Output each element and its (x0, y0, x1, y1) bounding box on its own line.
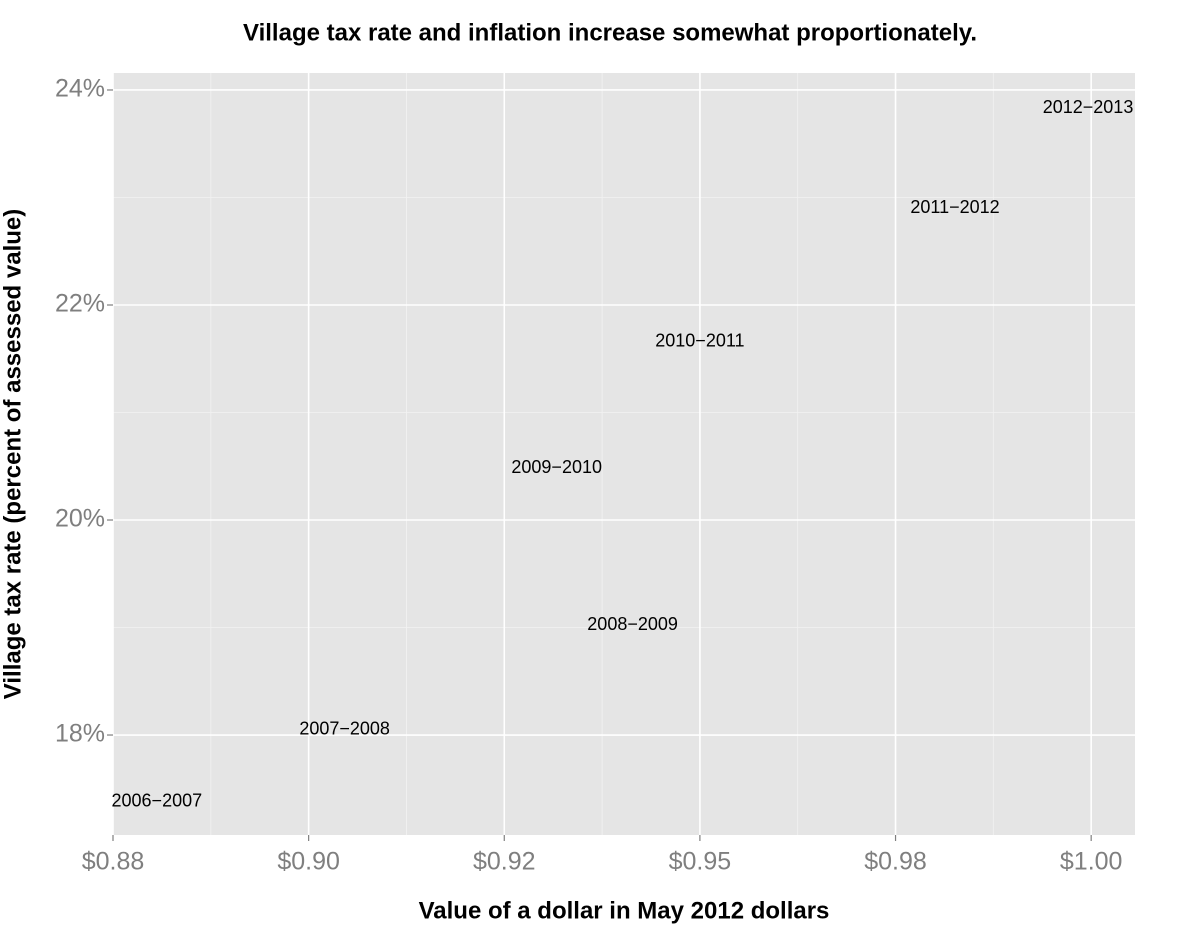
point-label: 2009−2010 (511, 457, 602, 477)
x-axis-title: Value of a dollar in May 2012 dollars (419, 897, 830, 924)
x-tick-label: $0.92 (473, 848, 536, 876)
x-tick-label: $0.95 (669, 848, 732, 876)
y-tick-label: 20% (55, 505, 105, 533)
y-axis-title: Village tax rate (percent of assessed va… (0, 209, 26, 699)
point-label: 2007−2008 (299, 718, 390, 738)
chart-title: Village tax rate and inflation increase … (243, 19, 977, 46)
x-tick-label: $0.98 (864, 848, 927, 876)
point-label: 2011−2012 (910, 197, 999, 217)
y-tick-label: 24% (55, 75, 105, 103)
y-tick-label: 22% (55, 290, 105, 318)
point-label: 2010−2011 (655, 330, 744, 350)
point-label: 2012−2013 (1043, 97, 1134, 117)
y-tick-label: 18% (55, 720, 105, 748)
x-tick-label: $1.00 (1060, 848, 1123, 876)
x-tick-label: $0.88 (82, 848, 145, 876)
panel (113, 73, 1135, 835)
x-tick-label: $0.90 (277, 848, 340, 876)
point-label: 2006−2007 (112, 790, 203, 810)
point-label: 2008−2009 (587, 614, 678, 634)
